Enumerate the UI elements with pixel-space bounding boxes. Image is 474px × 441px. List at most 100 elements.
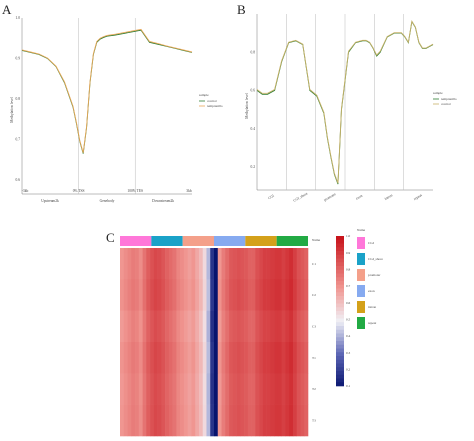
color-scale-step	[336, 266, 344, 271]
group-legend-label-exon: exon	[368, 289, 375, 293]
heatmap-cell	[289, 248, 294, 280]
y-tick-label-a: 0.8	[16, 97, 21, 101]
heatmap-cell	[221, 310, 226, 343]
x-tick-label-a: -3kb	[22, 189, 29, 193]
heatmap-cell	[210, 342, 215, 374]
heatmap-cell	[187, 404, 192, 437]
heatmap-cell	[210, 310, 215, 343]
heatmap-cell	[150, 310, 155, 343]
legend-label-tempranillo-b: tempranillo	[441, 97, 457, 101]
color-scale-tick: 0.6	[346, 301, 351, 305]
heatmap-cell	[180, 310, 185, 343]
group-legend-label-intron: intron	[368, 305, 376, 309]
heatmap-cell	[135, 342, 140, 374]
color-scale-step	[336, 378, 344, 383]
color-scale-tick: 0.8	[346, 268, 351, 272]
heatmap-cell	[259, 342, 264, 374]
heatmap-cell	[157, 404, 162, 437]
heatmap-cell	[180, 342, 185, 374]
color-scale-step	[336, 382, 344, 387]
heatmap-cell	[214, 248, 219, 280]
heatmap-cell	[165, 248, 170, 280]
color-scale-step	[336, 239, 344, 244]
heatmap-cell	[146, 310, 151, 343]
legend-title-a: sample	[199, 93, 209, 97]
color-scale-step	[336, 314, 344, 319]
heatmap-cell	[198, 404, 204, 437]
heatmap-cell	[285, 310, 290, 343]
x-tick-label-b: repeat	[413, 193, 423, 201]
heatmap-cell	[244, 279, 249, 311]
heatmap-cell	[176, 373, 181, 405]
heatmap-cell	[277, 404, 282, 437]
heatmap-cell	[195, 404, 200, 437]
heatmap-cell	[262, 279, 267, 311]
heatmap-cell	[195, 248, 200, 280]
color-scale-step	[336, 292, 344, 297]
heatmap-cell	[296, 342, 301, 374]
heatmap-panel-c: C Name C1 C2 C3 T1 T2 T3 1.0 0.9 0.8 0.7 0.6 0.5 0.…	[106, 228, 383, 437]
x-tick-label-a: 0% TSS	[73, 189, 85, 193]
heatmap-cell	[296, 404, 301, 437]
heatmap-cell	[281, 373, 286, 405]
heatmap-cell	[131, 373, 136, 405]
heatmap-cell	[274, 248, 279, 280]
heatmap-cell	[236, 248, 241, 280]
color-scale-step	[336, 318, 344, 323]
heatmap-cell	[195, 342, 200, 374]
heatmap-cell	[157, 248, 162, 280]
heatmap-cell	[232, 404, 237, 437]
heatmap-cell	[229, 310, 234, 343]
row-label: T1	[312, 356, 316, 360]
heatmap-cell	[168, 310, 173, 343]
color-scale-step	[336, 258, 344, 263]
heatmap-cell	[229, 404, 234, 437]
annotation-cell-promoter	[182, 236, 214, 246]
heatmap-cell	[244, 404, 249, 437]
color-scale-step	[336, 273, 344, 278]
heatmap-cell	[172, 310, 177, 343]
heatmap-cell	[270, 310, 275, 343]
color-scale-tick: 0.7	[346, 284, 351, 288]
heatmap-cell	[229, 279, 234, 311]
color-scale-step	[336, 367, 344, 372]
heatmap-cell	[296, 373, 301, 405]
legend-label-control-b: control	[441, 102, 451, 106]
heatmap-cell	[251, 342, 256, 374]
series-line-tempranillo-a	[21, 28, 193, 153]
heatmap-cell	[244, 373, 249, 405]
row-label: T2	[312, 387, 316, 391]
heatmap-cell	[187, 342, 192, 374]
heatmap-cell	[127, 373, 132, 405]
heatmap-cell	[153, 248, 158, 280]
heatmap-cell	[214, 310, 219, 343]
heatmap-cell	[221, 373, 226, 405]
heatmap-cell	[168, 373, 173, 405]
heatmap-cell	[180, 404, 185, 437]
group-legend-swatch-exon	[357, 285, 365, 297]
heatmap-cell	[172, 248, 177, 280]
color-scale-step	[336, 254, 344, 259]
heatmap-cell	[138, 373, 143, 405]
panel-letter-c: C	[106, 230, 115, 245]
heatmap-cell	[214, 342, 219, 374]
heatmap-cell	[270, 248, 275, 280]
heatmap-cell	[229, 373, 234, 405]
heatmap-cell	[120, 404, 125, 437]
heatmap-cell	[274, 310, 279, 343]
x-tick-label-b: CGI	[267, 193, 275, 200]
heatmap-cell	[262, 404, 267, 437]
heatmap-cell	[274, 342, 279, 374]
row-label: C3	[312, 325, 316, 329]
heatmap-cell	[292, 310, 298, 343]
heatmap-cell	[300, 342, 305, 374]
heatmap-cell	[259, 373, 264, 405]
color-scale-step	[336, 284, 344, 289]
heatmap-cell	[176, 404, 181, 437]
heatmap-cell	[255, 404, 260, 437]
annotation-cell-CGI	[120, 236, 152, 246]
heatmap-cell	[191, 373, 196, 405]
group-legend-swatch-intron	[357, 301, 365, 313]
annotation-label: Name	[312, 238, 321, 242]
row-label: C1	[312, 262, 316, 266]
